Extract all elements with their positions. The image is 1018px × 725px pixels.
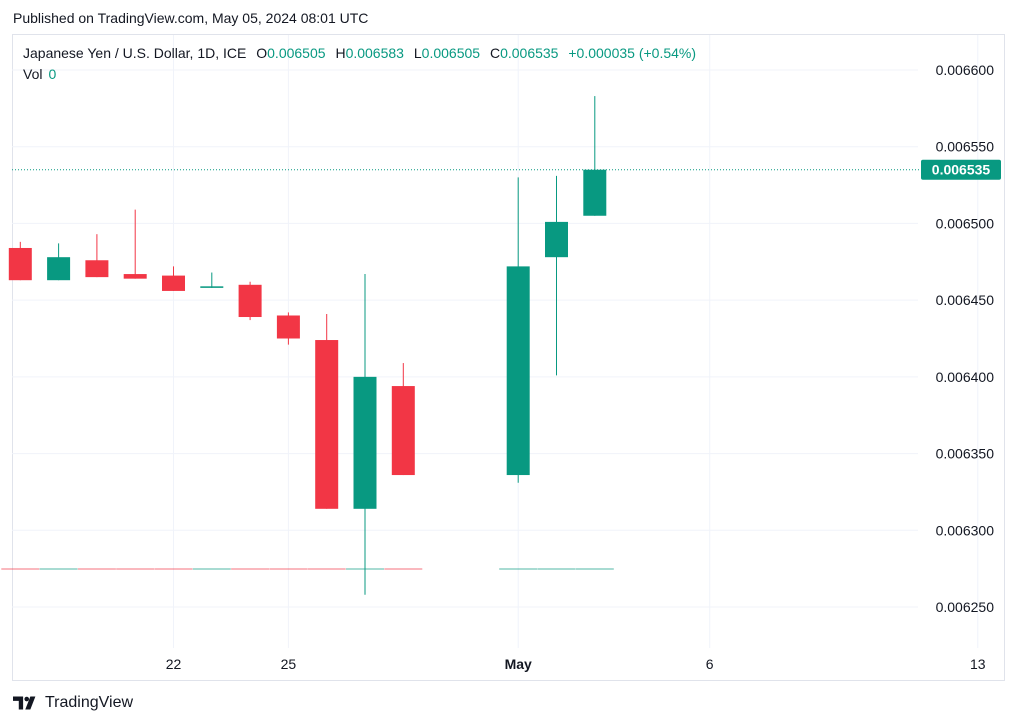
candle-body — [583, 169, 607, 216]
y-tick-label: 0.006500 — [936, 215, 995, 231]
volume-value: 0 — [48, 66, 57, 82]
y-axis: 0.006600 0.006550 0.006500 0.006450 0.006400… — [936, 62, 995, 615]
high-value: 0.006583 — [345, 45, 404, 61]
candle-body — [353, 376, 377, 509]
candle-body — [506, 266, 530, 476]
low-label: L — [413, 45, 422, 61]
volume-legend: Vol 0 — [23, 66, 56, 82]
candle-body — [8, 247, 32, 281]
candle-body — [85, 260, 109, 278]
candle-body — [123, 274, 147, 279]
tradingview-brand[interactable]: TradingView — [13, 694, 133, 712]
candle-body — [47, 257, 71, 281]
candle-body — [545, 221, 568, 258]
y-tick-label: 0.006400 — [936, 369, 995, 385]
candle-body — [276, 315, 300, 339]
y-tick-label: 0.006600 — [936, 62, 995, 78]
x-tick-label: 25 — [281, 656, 297, 672]
candle-body — [238, 284, 262, 318]
y-tick-label: 0.006300 — [936, 522, 995, 538]
high-label: H — [335, 45, 346, 61]
published-info: Published on TradingView.com, May 05, 20… — [13, 10, 369, 26]
open-value: 0.006505 — [267, 45, 326, 61]
candle-body — [391, 386, 415, 476]
y-tick-label: 0.006250 — [936, 599, 995, 615]
last-price-line: 0.006535 — [12, 159, 1001, 180]
x-tick-label: May — [505, 656, 532, 672]
x-axis: 2225May61316 — [166, 656, 986, 672]
x-tick-label: 22 — [166, 656, 182, 672]
y-tick-label: 0.006450 — [936, 292, 995, 308]
volume-label: Vol — [23, 66, 43, 82]
open-label: O — [256, 45, 268, 61]
low-value: 0.006505 — [421, 45, 481, 61]
close-label: C — [489, 45, 501, 61]
candle-body — [162, 275, 185, 291]
candle-body — [200, 286, 224, 288]
chart-frame[interactable] — [12, 34, 1005, 681]
y-tick-label: 0.006550 — [936, 139, 995, 155]
symbol-label: Japanese Yen / U.S. Dollar, 1D, ICE — [23, 45, 247, 61]
y-tick-label: 0.006350 — [936, 446, 995, 462]
tradingview-logo-icon — [13, 696, 36, 710]
change-value: +0.000035 (+0.54%) — [568, 45, 697, 61]
brand-name: TradingView — [45, 694, 134, 711]
candle-body — [315, 340, 339, 509]
last-price-label: 0.006535 — [932, 162, 991, 178]
last-price-badge — [921, 159, 1001, 180]
close-value: 0.006535 — [500, 45, 559, 61]
candles — [8, 96, 607, 595]
x-tick-label: 13 — [970, 656, 986, 672]
x-tick-label: 6 — [706, 656, 714, 672]
legend: Japanese Yen / U.S. Dollar, 1D, ICE O0.0… — [23, 45, 696, 61]
